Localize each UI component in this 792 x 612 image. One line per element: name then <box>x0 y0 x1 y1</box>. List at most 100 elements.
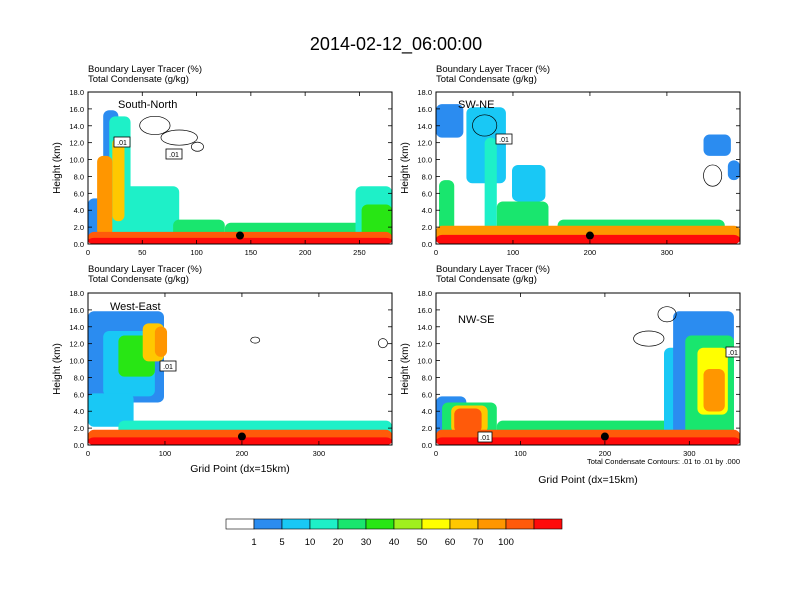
x-tick-label: 300 <box>661 248 674 257</box>
tracer-field-region <box>154 326 168 357</box>
x-tick-label: 100 <box>514 449 527 458</box>
panel-header-tracer: Boundary Layer Tracer (%) <box>88 264 202 275</box>
y-tick-label: 10.0 <box>69 156 84 165</box>
contour-label-box: .01 <box>495 133 513 145</box>
legend-swatch <box>281 518 311 530</box>
location-marker <box>600 432 609 441</box>
y-tick-label: 12.0 <box>417 340 432 349</box>
tracer-field-region <box>97 155 113 237</box>
y-tick-label: 0.0 <box>422 240 432 249</box>
contour-info-note: Total Condensate Contours: .01 to .01 by… <box>587 457 740 466</box>
x-tick-label: 50 <box>138 248 146 257</box>
x-tick-label: 200 <box>236 449 249 458</box>
condensate-contour <box>160 129 198 146</box>
y-tick-label: 0.0 <box>74 441 84 450</box>
plot-area-west-east: 0.0 2.0 4.0 6.0 8.0 10.0 12.0 14.0 16.0 18.0 0 100 2… <box>69 289 393 458</box>
contour-label: .01 <box>169 152 179 159</box>
y-tick-label: 10.0 <box>417 156 432 165</box>
panel-title: South-North <box>118 99 177 111</box>
tracer-field-region <box>436 437 740 445</box>
plot-frame <box>435 91 741 245</box>
y-tick-label: 12.0 <box>69 139 84 148</box>
tracer-field-region <box>727 160 740 181</box>
x-tick-label: 200 <box>599 449 612 458</box>
contour-label: .01 <box>117 140 127 147</box>
y-tick-label: 14.0 <box>69 122 84 131</box>
x-axis-label: Grid Point (dx=15km) <box>190 463 290 475</box>
contour-label: .01 <box>163 364 173 371</box>
panel-south-north: Boundary Layer Tracer (%) Total Condensa… <box>52 64 393 257</box>
y-tick-label: 8.0 <box>74 373 84 382</box>
y-tick-label: 18.0 <box>417 289 432 298</box>
legend-level-label: 100 <box>498 537 514 548</box>
legend-swatch <box>309 518 339 530</box>
x-tick-label: 100 <box>159 449 172 458</box>
panel-header-tracer: Boundary Layer Tracer (%) <box>436 64 550 75</box>
y-tick-label: 16.0 <box>417 306 432 315</box>
plot-frame <box>87 91 393 245</box>
y-tick-label: 4.0 <box>422 407 432 416</box>
y-tick-label: 0.0 <box>422 441 432 450</box>
y-tick-label: 4.0 <box>74 407 84 416</box>
condensate-contour <box>139 115 171 135</box>
y-axis-label: Height (km) <box>400 142 411 194</box>
x-axis-label: Grid Point (dx=15km) <box>538 474 638 486</box>
location-marker <box>585 231 594 240</box>
plot-frame <box>435 292 741 446</box>
plot-area-nw-se: 0.0 2.0 4.0 6.0 8.0 10.0 12.0 14.0 16.0 18.0 0 100 2… <box>417 289 741 458</box>
legend-level-label: 40 <box>389 537 400 548</box>
legend-level-label: 60 <box>445 537 456 548</box>
legend-swatch <box>533 518 563 530</box>
x-tick-label: 0 <box>86 248 90 257</box>
legend-swatch <box>337 518 367 530</box>
condensate-contour <box>191 141 204 152</box>
y-tick-label: 14.0 <box>417 323 432 332</box>
contour-label: .01 <box>480 435 490 442</box>
contour-label-box: .01 <box>159 360 177 372</box>
y-tick-label: 4.0 <box>422 206 432 215</box>
condensate-contour <box>657 306 677 323</box>
panel-header-condensate: Total Condensate (g/kg) <box>88 274 189 285</box>
legend-swatch <box>393 518 423 530</box>
legend-swatch <box>253 518 283 530</box>
y-tick-label: 6.0 <box>422 390 432 399</box>
y-tick-label: 8.0 <box>422 172 432 181</box>
legend-swatch <box>225 518 255 530</box>
tracer-field-region <box>703 369 725 412</box>
legend-level-label: 70 <box>473 537 484 548</box>
legend-swatch <box>449 518 479 530</box>
contour-label-box: .01 <box>113 136 131 148</box>
x-tick-label: 0 <box>434 248 438 257</box>
x-tick-label: 100 <box>190 248 203 257</box>
panel-sw-ne: Boundary Layer Tracer (%) Total Condensa… <box>400 64 741 257</box>
legend-swatch <box>421 518 451 530</box>
y-tick-label: 18.0 <box>69 88 84 97</box>
y-tick-label: 2.0 <box>422 424 432 433</box>
legend-swatch <box>365 518 395 530</box>
y-tick-label: 16.0 <box>69 306 84 315</box>
y-tick-label: 2.0 <box>74 223 84 232</box>
y-tick-label: 14.0 <box>69 323 84 332</box>
x-tick-label: 0 <box>434 449 438 458</box>
tracer-field-region <box>454 408 482 433</box>
tracer-field-region <box>703 134 731 156</box>
tracer-field-region <box>112 137 125 222</box>
legend-level-label: 5 <box>279 537 284 548</box>
panel-header-condensate: Total Condensate (g/kg) <box>436 74 537 85</box>
y-tick-label: 4.0 <box>74 206 84 215</box>
y-tick-label: 8.0 <box>74 172 84 181</box>
y-tick-label: 18.0 <box>417 88 432 97</box>
plot-area-sw-ne: 0.0 2.0 4.0 6.0 8.0 10.0 12.0 14.0 16.0 18.0 0 100 2… <box>417 88 741 257</box>
contour-label-box: .01 <box>725 346 741 358</box>
y-tick-label: 6.0 <box>422 189 432 198</box>
y-tick-label: 2.0 <box>74 424 84 433</box>
y-tick-label: 6.0 <box>74 189 84 198</box>
y-axis-label: Height (km) <box>52 343 63 395</box>
y-tick-label: 16.0 <box>417 105 432 114</box>
panel-nw-se: Boundary Layer Tracer (%) Total Condensa… <box>400 264 741 486</box>
panel-title: West-East <box>110 301 161 313</box>
figure-title: 2014-02-12_06:00:00 <box>310 34 482 55</box>
plot-frame <box>87 292 393 446</box>
panel-header-tracer: Boundary Layer Tracer (%) <box>88 64 202 75</box>
